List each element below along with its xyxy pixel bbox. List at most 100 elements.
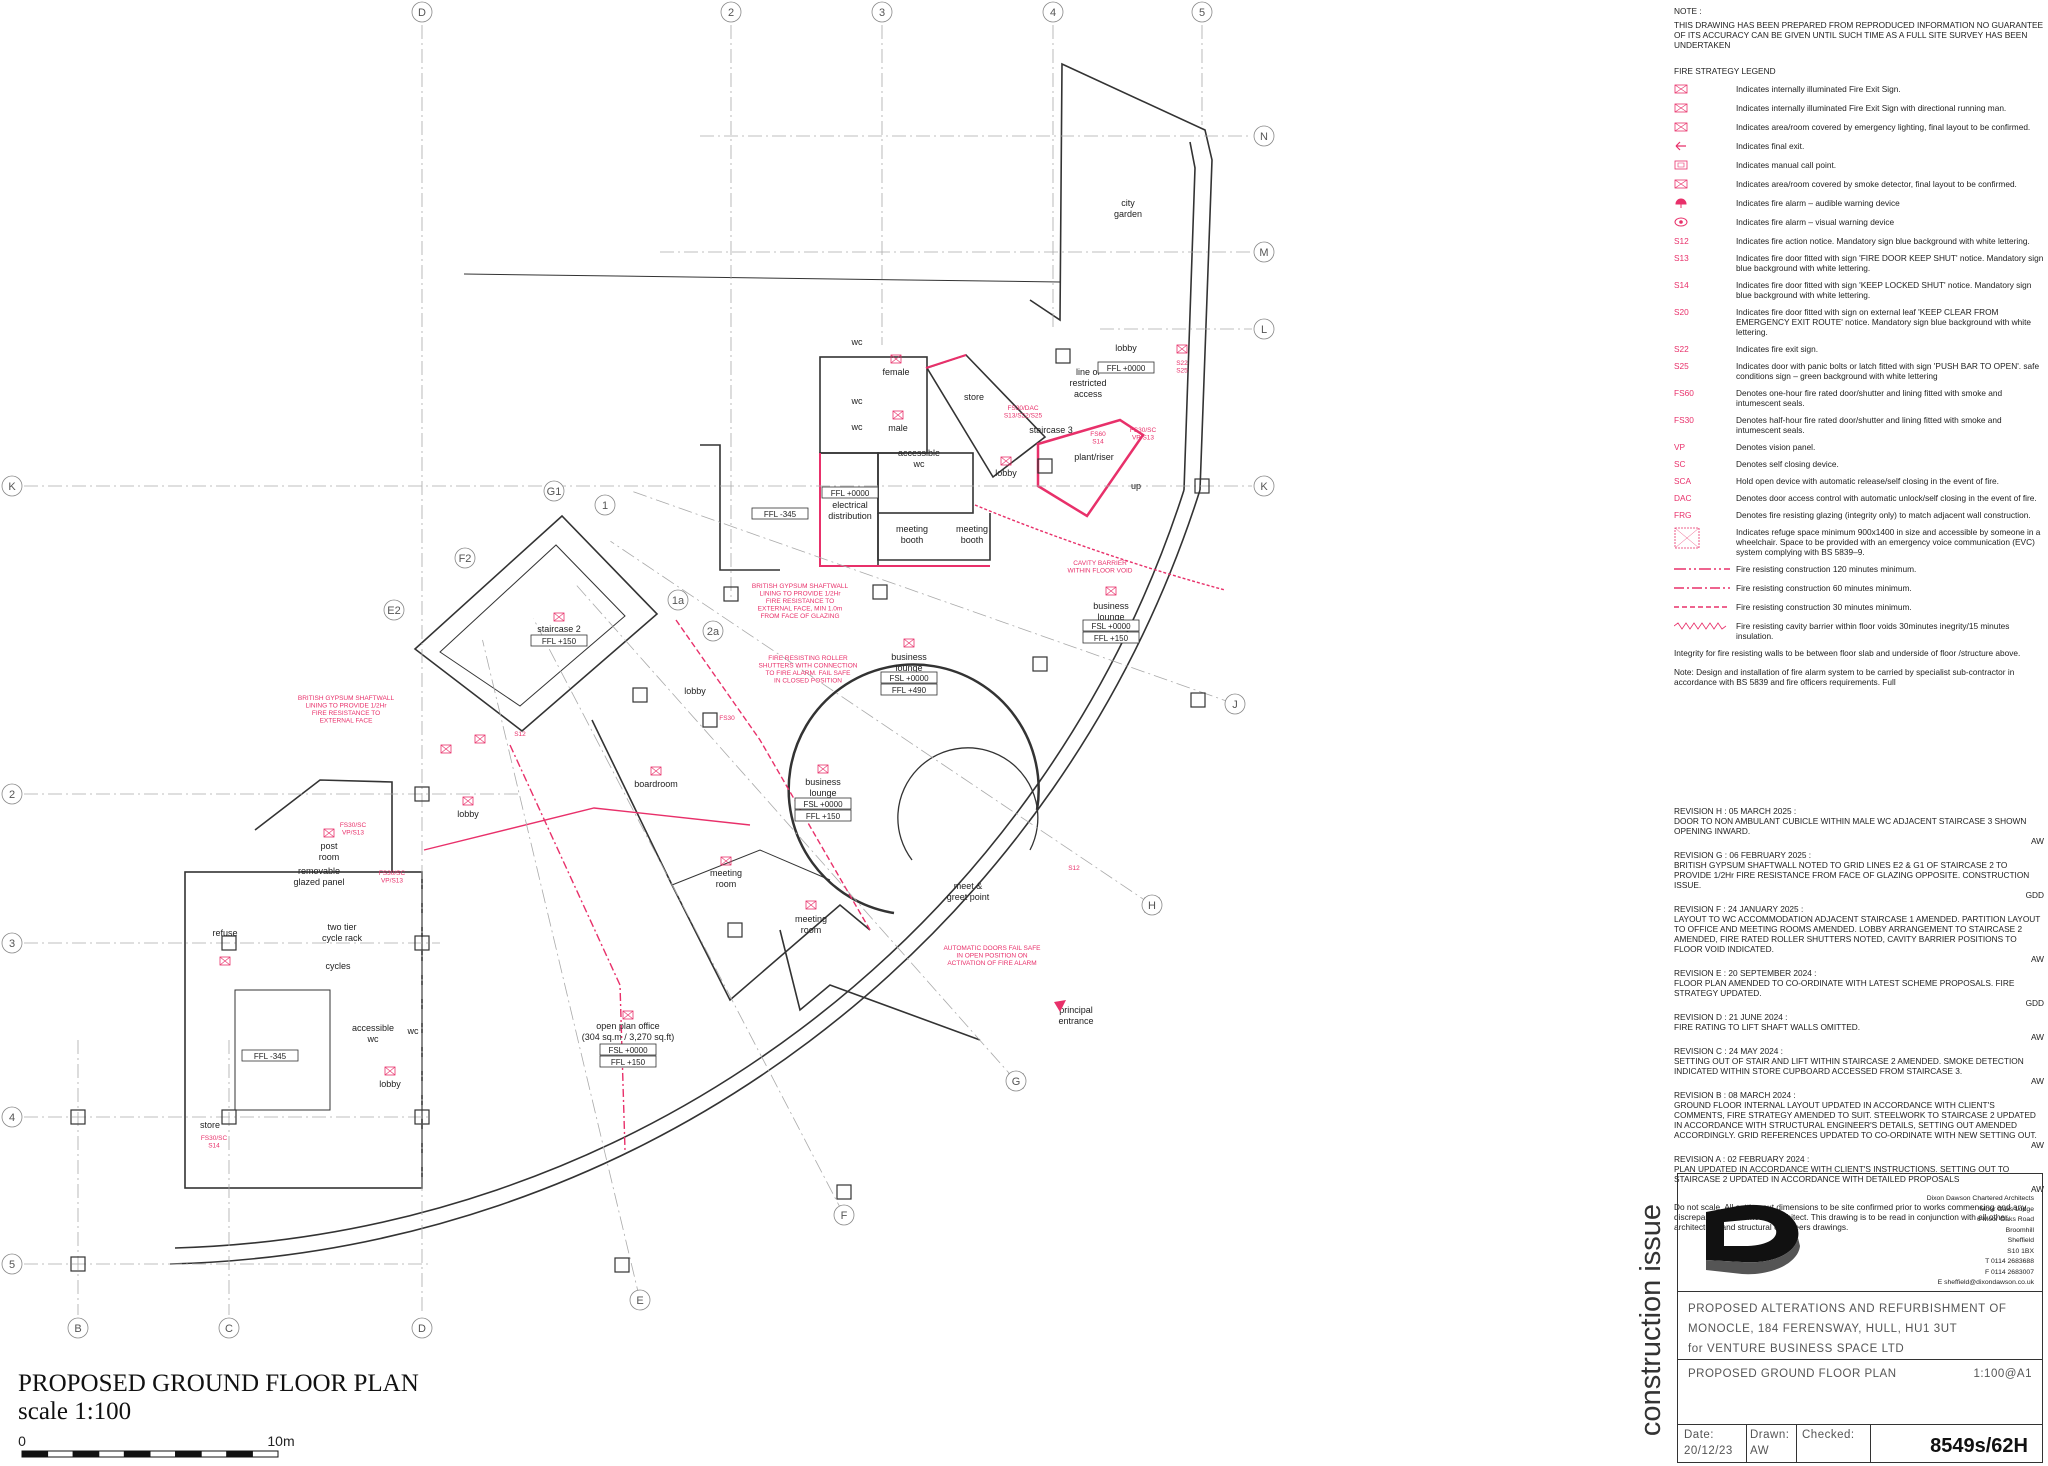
address-line: E sheffield@dixondawson.co.uk bbox=[1937, 1279, 2034, 1286]
legend-symbol: SC bbox=[1674, 459, 1736, 469]
column bbox=[1037, 458, 1053, 474]
room-label: business bbox=[805, 777, 841, 787]
grid-label: E bbox=[636, 1295, 643, 1307]
legend-icon bbox=[1675, 141, 1686, 151]
scale-bar-segment bbox=[226, 1450, 253, 1458]
legend-item: Indicates fire alarm – audible warning d… bbox=[1674, 198, 2044, 210]
legend-icon bbox=[1673, 622, 1727, 630]
fire-symbol bbox=[817, 764, 829, 774]
fire-symbol bbox=[805, 900, 817, 910]
level-label: FSL +0000 bbox=[889, 674, 929, 683]
grid-label: G bbox=[1012, 1076, 1021, 1088]
legend-item: S14 Indicates fire door fitted with sign … bbox=[1674, 280, 2044, 300]
room-label: principal bbox=[1059, 1005, 1093, 1015]
beacon-icon bbox=[1674, 217, 1688, 227]
fire-line bbox=[509, 744, 626, 1151]
legend-code: SCA bbox=[1674, 476, 1692, 486]
fire-tag: S14 bbox=[1092, 439, 1104, 446]
sign-icon bbox=[1677, 162, 1685, 168]
sign-icon bbox=[1674, 103, 1688, 113]
grid-bubble bbox=[1253, 125, 1275, 147]
drawing-title: PROPOSED GROUND FLOOR PLAN bbox=[18, 1370, 419, 1397]
room-label: lounge bbox=[895, 663, 922, 673]
divider bbox=[1678, 1424, 2042, 1425]
room-label: business bbox=[1093, 601, 1129, 611]
legend-text: Fire resisting cavity barrier within flo… bbox=[1736, 621, 2010, 641]
level-box bbox=[794, 797, 852, 810]
sign-icon bbox=[1674, 179, 1688, 189]
legend-code: FS60 bbox=[1674, 388, 1694, 398]
legend-symbol bbox=[1674, 217, 1736, 229]
level-label: FFL +0000 bbox=[1107, 364, 1146, 373]
fire-symbol bbox=[323, 828, 335, 838]
legend-text: Indicates refuge space minimum 900x1400 … bbox=[1736, 527, 2041, 557]
legend-text: Indicates fire alarm – visual warning de… bbox=[1736, 217, 1895, 227]
fire-symbol bbox=[1105, 586, 1117, 596]
room-label: line of bbox=[1076, 367, 1101, 377]
project-line: MONOCLE, 184 FERENSWAY, HULL, HU1 3UT bbox=[1688, 1323, 1958, 1335]
level-label: FFL -345 bbox=[764, 510, 797, 519]
fire-symbol bbox=[1176, 344, 1188, 354]
logo-side bbox=[1706, 1238, 1800, 1275]
sign-icon bbox=[1674, 179, 1688, 189]
legend-symbol: FS30 bbox=[1674, 415, 1736, 435]
level-box bbox=[751, 507, 809, 520]
level-label: FFL +150 bbox=[1094, 634, 1129, 643]
grid-label: 2 bbox=[728, 7, 734, 19]
fire-symbol bbox=[462, 796, 474, 806]
legend-item: S12 Indicates fire action notice. Mandato… bbox=[1674, 236, 2044, 246]
legend-icon bbox=[1674, 587, 1730, 589]
room-label: lobby bbox=[1115, 343, 1137, 353]
column bbox=[221, 935, 237, 951]
legend-item: VP Denotes vision panel. bbox=[1674, 442, 2044, 452]
legend-symbol bbox=[1674, 141, 1736, 153]
fire-symbol bbox=[440, 744, 452, 754]
partition bbox=[591, 719, 871, 1002]
project-line: for VENTURE BUSINESS SPACE LTD bbox=[1688, 1343, 1905, 1355]
exit-arrow bbox=[1054, 1000, 1066, 1012]
grid-bubble bbox=[833, 1204, 855, 1226]
room-label: store bbox=[200, 1120, 220, 1130]
scale-bar-segment bbox=[200, 1450, 228, 1458]
fire-symbol bbox=[553, 612, 565, 622]
annotation: LINING TO PROVIDE 1/2Hr bbox=[305, 703, 387, 710]
room-label: wc bbox=[913, 459, 925, 469]
legend-icon bbox=[1674, 160, 1688, 170]
grid-label: F2 bbox=[459, 553, 472, 565]
legend-code: S12 bbox=[1674, 236, 1689, 246]
column bbox=[70, 1256, 86, 1272]
revision: REVISION E : 20 SEPTEMBER 2024 : FLOOR PL… bbox=[1674, 968, 2044, 1008]
post-room bbox=[254, 779, 393, 872]
legend-symbol bbox=[1674, 198, 1736, 210]
legend-icon bbox=[1674, 84, 1688, 94]
room-label: access bbox=[1074, 389, 1103, 399]
fire-tag: S13/S22/S25 bbox=[1004, 413, 1043, 420]
legend-code: VP bbox=[1674, 442, 1686, 452]
fire-symbol bbox=[903, 638, 915, 648]
column bbox=[727, 922, 743, 938]
fire-symbol bbox=[892, 410, 904, 420]
legend-item: SC Denotes self closing device. bbox=[1674, 459, 2044, 469]
fire-tag: S12 bbox=[1068, 865, 1080, 872]
legend-symbol bbox=[1674, 602, 1736, 614]
legend-item: S25 Indicates door with panic bolts or la… bbox=[1674, 361, 2044, 381]
grid-line bbox=[610, 540, 1153, 906]
revision-text: BRITISH GYPSUM SHAFTWALL NOTED TO GRID L… bbox=[1674, 860, 2030, 890]
refuge-icon bbox=[1674, 527, 1700, 549]
room-label: garden bbox=[1114, 209, 1142, 219]
level-label: FSL +0000 bbox=[608, 1046, 648, 1055]
scale-bar-end: 10m bbox=[267, 1433, 294, 1449]
legend-symbol: S14 bbox=[1674, 280, 1736, 300]
annotation: IN OPEN POSITION ON bbox=[956, 953, 1027, 960]
legend-code: DAC bbox=[1674, 493, 1692, 503]
divider bbox=[1796, 1424, 1797, 1462]
revision-by: AW bbox=[2030, 1184, 2044, 1194]
column bbox=[414, 935, 430, 951]
level-box bbox=[599, 1055, 657, 1068]
legend-text: Denotes vision panel. bbox=[1736, 442, 1816, 452]
annotation: FROM FACE OF GLAZING bbox=[760, 613, 839, 620]
grid-label: 4 bbox=[1050, 7, 1056, 19]
divider bbox=[1678, 1359, 2042, 1360]
room-label: staircase 2 bbox=[537, 624, 581, 634]
fire-symbol bbox=[219, 956, 231, 966]
